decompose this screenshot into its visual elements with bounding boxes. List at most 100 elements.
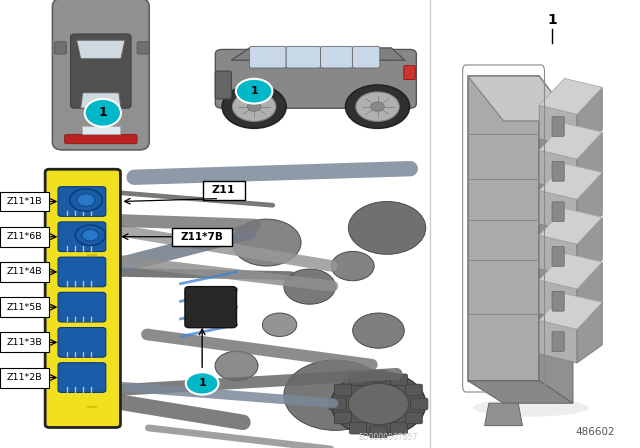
Circle shape [348, 202, 426, 254]
Polygon shape [231, 48, 405, 60]
Polygon shape [577, 262, 602, 323]
Circle shape [247, 102, 261, 111]
FancyBboxPatch shape [0, 192, 49, 211]
FancyBboxPatch shape [0, 297, 49, 317]
FancyBboxPatch shape [552, 246, 564, 266]
Circle shape [82, 230, 99, 241]
FancyBboxPatch shape [552, 332, 564, 351]
Polygon shape [468, 76, 573, 121]
FancyBboxPatch shape [58, 293, 106, 322]
Polygon shape [540, 150, 577, 193]
Circle shape [331, 251, 374, 281]
FancyBboxPatch shape [390, 374, 408, 386]
Polygon shape [540, 76, 573, 403]
FancyBboxPatch shape [250, 46, 286, 68]
FancyBboxPatch shape [54, 42, 67, 54]
Circle shape [76, 225, 106, 246]
FancyBboxPatch shape [390, 422, 408, 434]
Circle shape [353, 313, 404, 348]
FancyBboxPatch shape [82, 126, 120, 134]
Circle shape [232, 92, 276, 121]
FancyBboxPatch shape [185, 287, 237, 327]
FancyBboxPatch shape [411, 398, 428, 410]
Text: Z11*4B: Z11*4B [6, 267, 42, 276]
Polygon shape [577, 217, 602, 278]
FancyBboxPatch shape [335, 412, 352, 424]
Text: Z11*6B: Z11*6B [6, 232, 42, 241]
FancyBboxPatch shape [370, 426, 387, 438]
FancyBboxPatch shape [0, 227, 49, 247]
Circle shape [262, 313, 297, 336]
Polygon shape [77, 40, 125, 59]
Polygon shape [468, 381, 573, 403]
FancyBboxPatch shape [552, 292, 564, 311]
FancyBboxPatch shape [215, 49, 417, 108]
Circle shape [77, 194, 95, 206]
FancyBboxPatch shape [65, 134, 137, 144]
Polygon shape [577, 132, 602, 193]
FancyBboxPatch shape [552, 161, 564, 181]
Circle shape [186, 372, 218, 395]
FancyBboxPatch shape [353, 46, 380, 68]
Text: 1: 1 [547, 13, 557, 27]
FancyBboxPatch shape [45, 169, 120, 427]
Polygon shape [484, 403, 522, 426]
FancyBboxPatch shape [203, 181, 244, 200]
FancyBboxPatch shape [215, 71, 231, 99]
Polygon shape [540, 208, 602, 244]
Text: EO0000007657: EO0000007657 [358, 433, 417, 442]
FancyBboxPatch shape [52, 0, 149, 150]
FancyBboxPatch shape [349, 422, 367, 434]
FancyBboxPatch shape [58, 257, 106, 287]
FancyBboxPatch shape [286, 46, 321, 68]
Circle shape [331, 372, 426, 436]
FancyBboxPatch shape [0, 368, 49, 388]
Text: Z11*7B: Z11*7B [180, 232, 223, 242]
Polygon shape [540, 78, 602, 114]
Text: Z11: Z11 [212, 185, 236, 195]
Polygon shape [540, 320, 577, 363]
FancyBboxPatch shape [370, 370, 387, 382]
FancyBboxPatch shape [70, 34, 131, 108]
FancyBboxPatch shape [0, 262, 49, 282]
Polygon shape [540, 190, 577, 233]
Polygon shape [540, 235, 577, 278]
Polygon shape [577, 172, 602, 233]
Polygon shape [540, 164, 602, 199]
Text: Z11*2B: Z11*2B [6, 373, 42, 382]
Circle shape [346, 85, 410, 128]
Circle shape [284, 269, 335, 304]
Text: 1: 1 [99, 106, 107, 119]
FancyBboxPatch shape [404, 66, 415, 80]
Text: Z11*3B: Z11*3B [6, 338, 42, 347]
FancyBboxPatch shape [58, 222, 106, 251]
Polygon shape [468, 76, 540, 381]
FancyBboxPatch shape [335, 384, 352, 396]
Text: Z11*1B: Z11*1B [6, 197, 42, 206]
Polygon shape [540, 293, 602, 329]
Circle shape [356, 92, 399, 121]
Polygon shape [577, 87, 602, 148]
Circle shape [348, 383, 408, 425]
FancyBboxPatch shape [321, 46, 353, 68]
Polygon shape [540, 105, 577, 148]
Circle shape [70, 189, 102, 211]
FancyBboxPatch shape [405, 384, 422, 396]
FancyBboxPatch shape [552, 202, 564, 222]
FancyBboxPatch shape [137, 42, 149, 54]
Circle shape [284, 360, 387, 431]
FancyBboxPatch shape [58, 187, 106, 216]
FancyBboxPatch shape [58, 327, 106, 357]
FancyBboxPatch shape [552, 117, 564, 136]
Polygon shape [81, 93, 121, 108]
Circle shape [84, 99, 121, 127]
FancyBboxPatch shape [58, 363, 106, 392]
FancyBboxPatch shape [329, 398, 346, 410]
Ellipse shape [473, 399, 589, 417]
Polygon shape [540, 253, 602, 289]
FancyBboxPatch shape [172, 228, 232, 246]
FancyBboxPatch shape [349, 374, 367, 386]
Text: 1: 1 [250, 86, 258, 96]
Text: 1: 1 [198, 379, 206, 388]
Circle shape [236, 79, 273, 103]
